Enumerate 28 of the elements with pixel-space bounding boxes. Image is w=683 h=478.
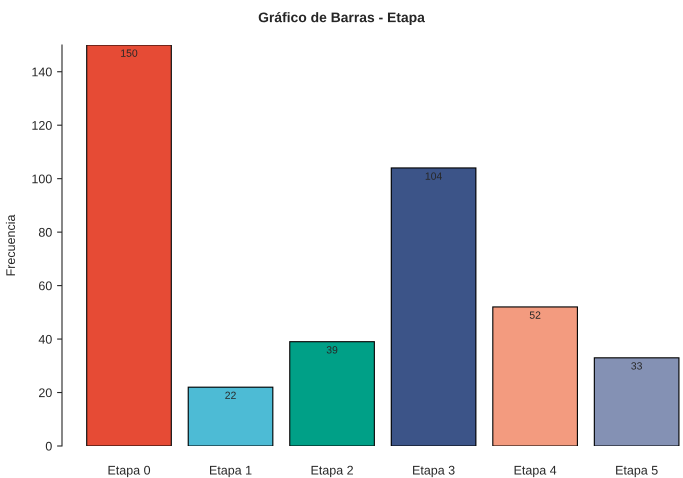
data-label: 22 [225, 392, 236, 399]
y-tick-label: 140 [32, 68, 52, 76]
y-axis-title: Frecuencia [6, 214, 16, 276]
x-tick-label: Etapa 2 [312, 466, 353, 478]
bar [86, 45, 172, 446]
data-label: 39 [326, 346, 338, 354]
x-tick-label: Etapa 0 [108, 466, 150, 478]
y-tick-label: 20 [39, 388, 52, 398]
bar [492, 306, 578, 446]
x-tick-label: Etapa 1 [210, 466, 252, 478]
y-tick-label: 100 [32, 174, 52, 184]
bar [594, 357, 680, 446]
y-tick-label: 80 [38, 228, 52, 237]
data-label: 104 [426, 172, 442, 180]
x-tick-label: Etapa 5 [616, 466, 658, 478]
y-tick-label: 120 [32, 121, 52, 130]
y-tick-label: 0 [46, 442, 52, 451]
x-tick-label: Etapa 3 [413, 466, 455, 478]
bar [289, 341, 375, 446]
data-label: 52 [530, 311, 540, 319]
x-tick-label: Etapa 4 [514, 466, 556, 478]
chart-title: Gráfico de Barras - Etapa [258, 12, 425, 26]
data-label: 150 [121, 49, 138, 57]
bar [390, 167, 476, 446]
data-label: 33 [631, 362, 642, 370]
bar [188, 386, 274, 446]
y-tick-label: 40 [38, 334, 52, 344]
y-tick-label: 60 [39, 281, 52, 290]
